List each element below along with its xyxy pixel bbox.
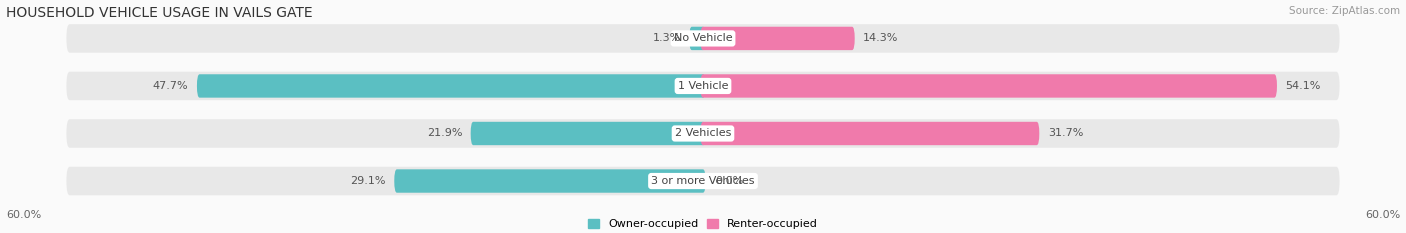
- Text: 1 Vehicle: 1 Vehicle: [678, 81, 728, 91]
- Text: 1.3%: 1.3%: [652, 33, 681, 43]
- FancyBboxPatch shape: [66, 119, 1340, 148]
- Text: 21.9%: 21.9%: [426, 128, 463, 138]
- Text: Source: ZipAtlas.com: Source: ZipAtlas.com: [1289, 6, 1400, 16]
- FancyBboxPatch shape: [700, 122, 1039, 145]
- FancyBboxPatch shape: [66, 167, 1340, 195]
- Text: 47.7%: 47.7%: [153, 81, 188, 91]
- Text: 29.1%: 29.1%: [350, 176, 385, 186]
- Text: 60.0%: 60.0%: [6, 210, 41, 220]
- Text: 0.0%: 0.0%: [716, 176, 744, 186]
- FancyBboxPatch shape: [700, 74, 1277, 98]
- Text: 2 Vehicles: 2 Vehicles: [675, 128, 731, 138]
- Text: No Vehicle: No Vehicle: [673, 33, 733, 43]
- Text: 54.1%: 54.1%: [1285, 81, 1320, 91]
- Text: 31.7%: 31.7%: [1047, 128, 1083, 138]
- FancyBboxPatch shape: [394, 169, 706, 193]
- Text: HOUSEHOLD VEHICLE USAGE IN VAILS GATE: HOUSEHOLD VEHICLE USAGE IN VAILS GATE: [6, 6, 312, 20]
- FancyBboxPatch shape: [700, 27, 855, 50]
- FancyBboxPatch shape: [197, 74, 706, 98]
- FancyBboxPatch shape: [66, 24, 1340, 53]
- Text: 60.0%: 60.0%: [1365, 210, 1400, 220]
- FancyBboxPatch shape: [471, 122, 706, 145]
- FancyBboxPatch shape: [689, 27, 706, 50]
- Text: 14.3%: 14.3%: [863, 33, 898, 43]
- FancyBboxPatch shape: [66, 72, 1340, 100]
- Legend: Owner-occupied, Renter-occupied: Owner-occupied, Renter-occupied: [583, 214, 823, 233]
- Text: 3 or more Vehicles: 3 or more Vehicles: [651, 176, 755, 186]
